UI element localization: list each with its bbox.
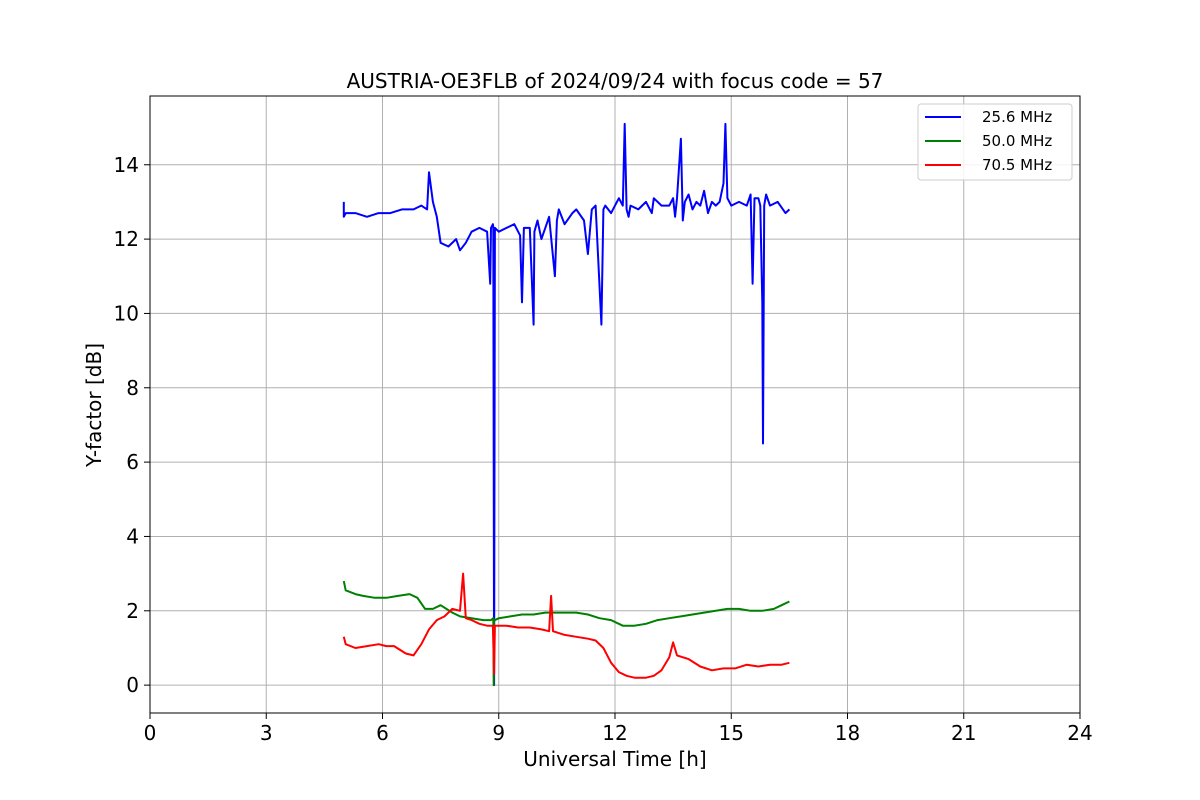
y-tick-label: 2	[126, 599, 139, 623]
legend-label-50-0-mhz: 50.0 MHz	[982, 132, 1052, 150]
y-tick-label: 14	[114, 153, 139, 177]
legend: 25.6 MHz 50.0 MHz 70.5 MHz	[917, 103, 1073, 181]
y-tick-label: 10	[114, 301, 139, 325]
y-tick-label: 0	[126, 673, 139, 697]
y-tick-label: 12	[114, 227, 139, 251]
y-axis-label: Y-factor [dB]	[82, 343, 106, 468]
legend-label-25-6-mhz: 25.6 MHz	[982, 108, 1052, 126]
x-tick-label: 9	[492, 721, 505, 745]
x-tick-label: 24	[1067, 721, 1092, 745]
x-tick-label: 18	[835, 721, 860, 745]
x-tick-label: 0	[144, 721, 157, 745]
y-tick-label: 8	[126, 376, 139, 400]
series-line-70-5-mhz	[342, 572, 790, 679]
x-tick-label: 12	[602, 721, 627, 745]
series-layer	[342, 122, 791, 687]
legend-box	[917, 103, 1073, 181]
y-tick-label: 6	[126, 450, 139, 474]
chart-title: AUSTRIA-OE3FLB of 2024/09/24 with focus …	[347, 69, 884, 93]
y-axis: 0 2 4 6 8 10 12 14	[114, 153, 150, 697]
x-tick-label: 21	[951, 721, 976, 745]
x-tick-label: 6	[376, 721, 389, 745]
x-axis: 0 3 6 9 12 15 18 21 24	[144, 713, 1093, 745]
x-tick-label: 15	[719, 721, 744, 745]
y-tick-label: 4	[126, 524, 139, 548]
legend-label-70-5-mhz: 70.5 MHz	[982, 156, 1052, 174]
x-tick-label: 3	[260, 721, 273, 745]
x-axis-label: Universal Time [h]	[523, 747, 706, 771]
series-line-50-0-mhz	[342, 580, 790, 687]
grid-lines	[149, 96, 1081, 713]
series-line-25-6-mhz	[342, 122, 791, 687]
